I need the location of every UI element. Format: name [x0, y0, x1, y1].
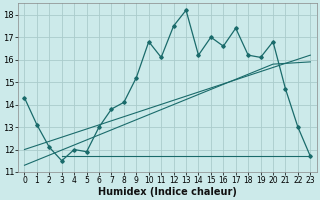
X-axis label: Humidex (Indice chaleur): Humidex (Indice chaleur) — [98, 187, 237, 197]
